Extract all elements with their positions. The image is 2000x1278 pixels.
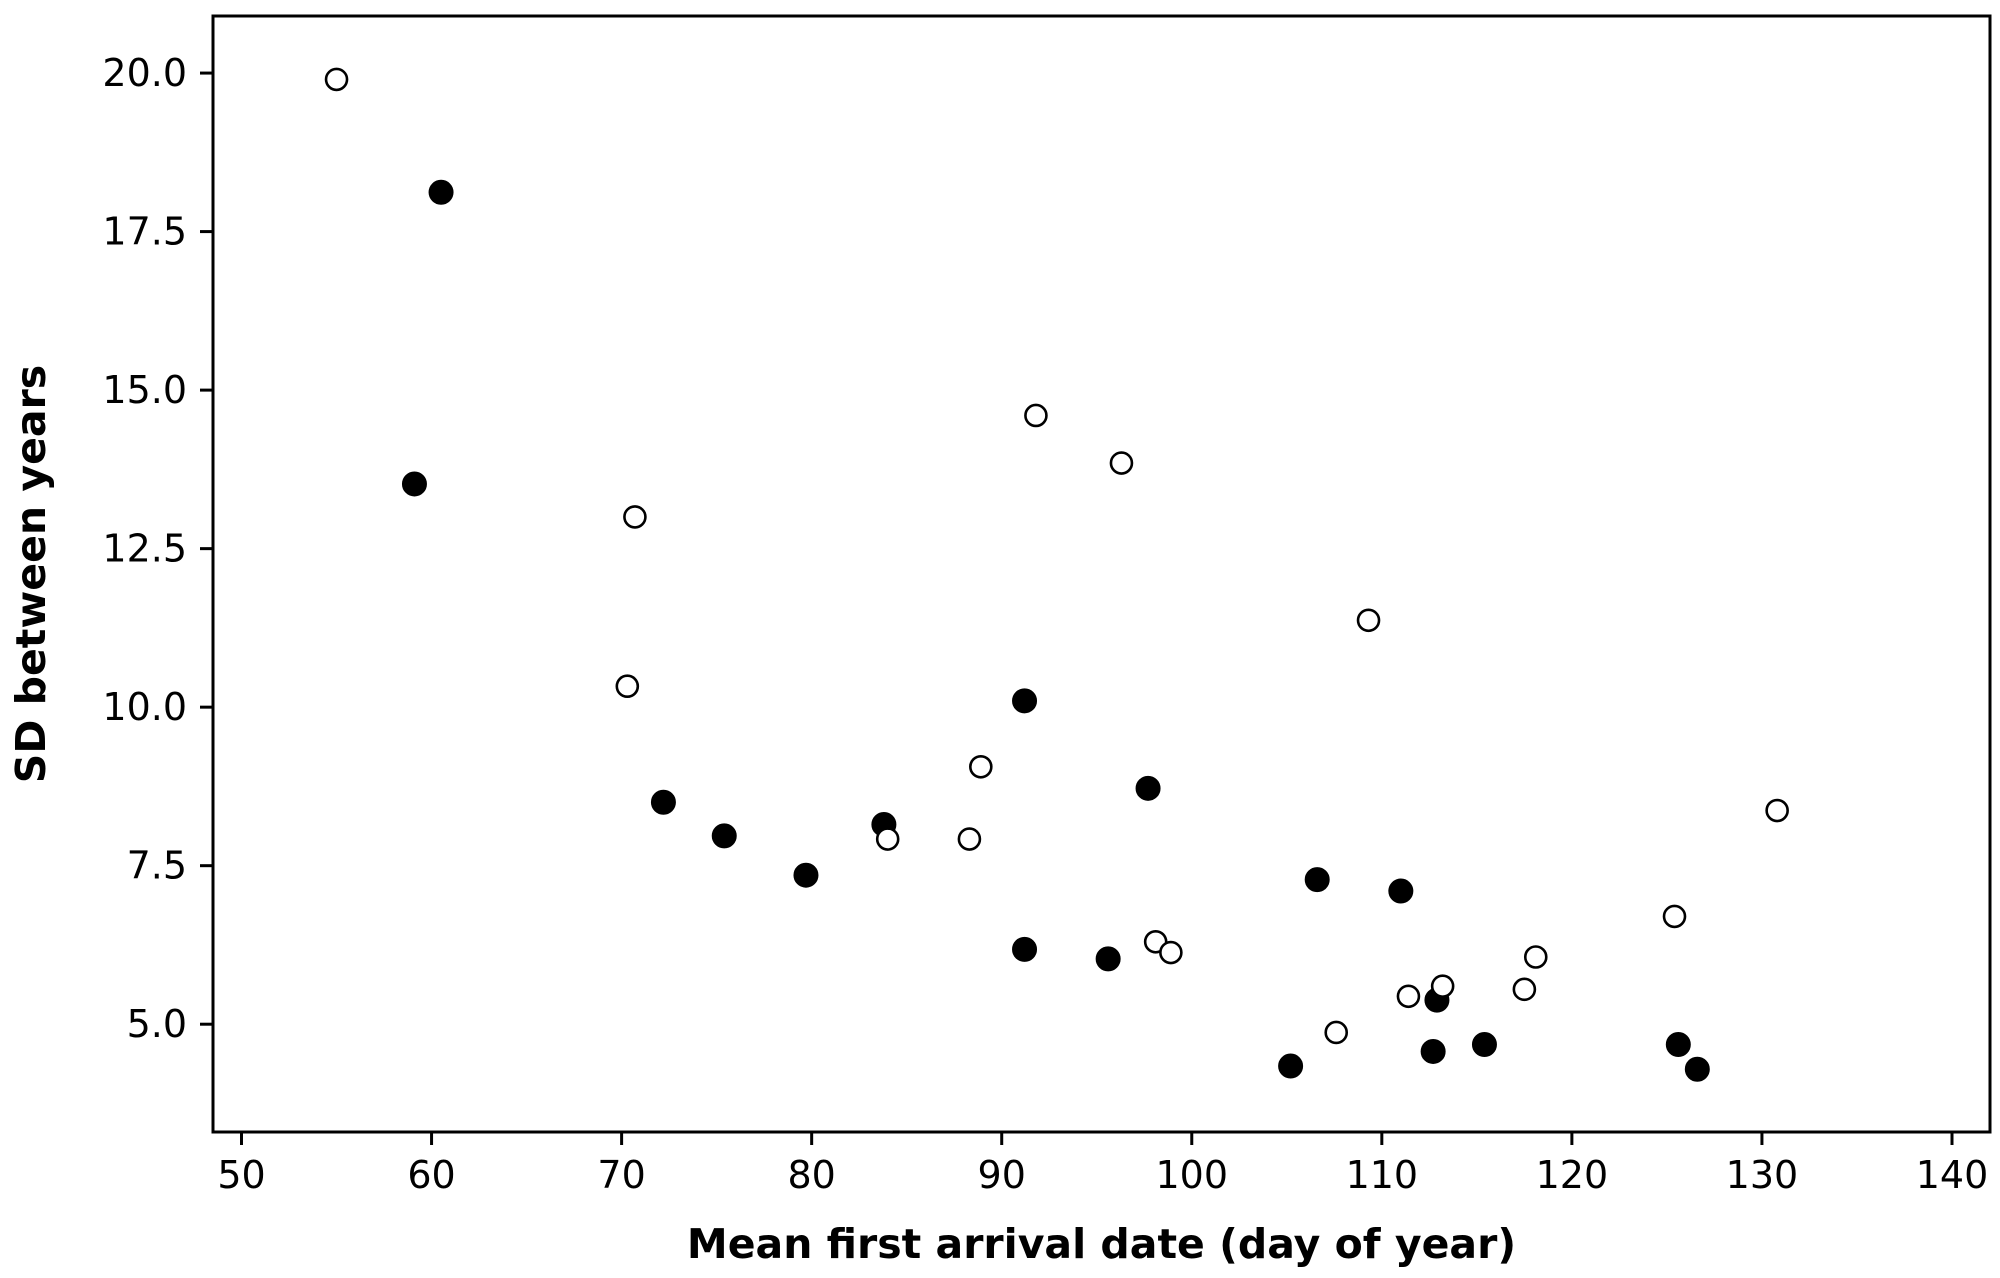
y-tick-label: 20.0 — [102, 51, 187, 95]
data-point-open — [1662, 904, 1687, 929]
data-point-open — [1396, 984, 1421, 1009]
data-point-open — [1324, 1020, 1349, 1045]
data-point-filled — [793, 862, 819, 888]
data-point-open — [957, 827, 982, 851]
data-point-filled — [1420, 1038, 1446, 1064]
data-point-filled — [1095, 946, 1121, 972]
y-axis-title: SD between years — [7, 365, 55, 783]
data-point-open — [1765, 798, 1789, 823]
data-point-open — [1109, 451, 1134, 475]
y-tick-label: 12.5 — [102, 527, 187, 571]
y-tick-label: 15.0 — [102, 368, 187, 412]
data-point-filled — [1684, 1056, 1710, 1082]
data-point-filled — [1665, 1031, 1691, 1057]
x-tick-label: 90 — [978, 1153, 1026, 1197]
y-tick-label: 7.5 — [127, 844, 187, 888]
axis-ticks: 50 60 70 80 90 100 110 120 130 140 5.0 7.5 10.0 12.5 1… — [102, 51, 1988, 1197]
data-point-filled — [1012, 936, 1038, 962]
plot-frame — [211, 14, 1992, 1134]
data-point-filled — [428, 179, 454, 205]
x-tick-label: 60 — [407, 1153, 455, 1197]
data-point-filled — [1388, 878, 1414, 904]
x-tick-label: 130 — [1726, 1153, 1799, 1197]
data-point-open — [1430, 974, 1455, 998]
data-point-open — [615, 674, 640, 699]
data-point-open — [1512, 977, 1537, 1002]
data-point-filled — [650, 789, 676, 815]
data-point-open — [324, 67, 349, 92]
data-point-filled — [1012, 688, 1038, 714]
data-point-filled — [401, 471, 427, 497]
data-point-open — [1356, 608, 1381, 633]
data-point-filled — [711, 823, 737, 849]
data-point-open — [969, 754, 993, 779]
x-tick-label: 100 — [1156, 1153, 1229, 1197]
data-point-open — [1159, 940, 1183, 965]
data-point-open — [1024, 403, 1048, 428]
data-point-filled — [1135, 775, 1161, 801]
x-tick-label: 120 — [1536, 1153, 1609, 1197]
x-tick-label: 50 — [217, 1153, 265, 1197]
data-point-filled — [1471, 1031, 1497, 1057]
data-point-filled — [1304, 867, 1330, 893]
x-axis-title: Mean first arrival date (day of year) — [687, 1220, 1516, 1268]
y-tick-label: 5.0 — [127, 1002, 187, 1046]
data-point-open — [623, 505, 647, 529]
y-tick-label: 10.0 — [102, 685, 187, 729]
data-point-filled — [1278, 1053, 1304, 1079]
y-tick-label: 17.5 — [102, 210, 187, 254]
data-point-open — [875, 827, 900, 851]
x-tick-label: 70 — [597, 1153, 645, 1197]
data-point-open — [1523, 945, 1548, 969]
x-tick-label: 140 — [1916, 1153, 1989, 1197]
x-tick-label: 80 — [787, 1153, 835, 1197]
plot-area — [324, 67, 1789, 1082]
x-tick-label: 110 — [1346, 1153, 1419, 1197]
